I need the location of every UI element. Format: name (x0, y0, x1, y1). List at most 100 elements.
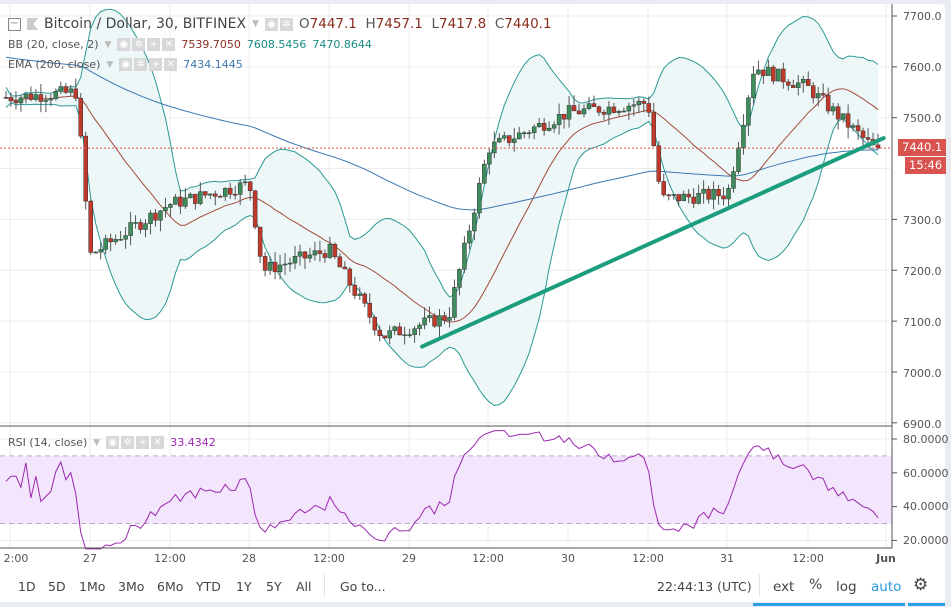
gear-icon[interactable]: ✲ (132, 38, 146, 51)
candle-body (437, 315, 442, 327)
eye-icon[interactable]: ◉ (117, 38, 131, 51)
candle-body (766, 66, 771, 76)
candle-body (372, 316, 377, 331)
candle-body (860, 130, 866, 138)
candle-body (98, 249, 103, 253)
bb-legend: BB (20, close, 2) ▼ ◉ ✲ + ✕ 7539.7050 76… (8, 38, 372, 51)
candle-body (103, 238, 108, 250)
time-tick: 12:00 (472, 552, 504, 565)
candle-body (541, 123, 547, 131)
candle-body (43, 99, 49, 102)
ema-label[interactable]: EMA (200, close) (8, 58, 101, 71)
auto-toggle[interactable]: auto (871, 579, 902, 595)
range-1mo[interactable]: 1Mo (79, 579, 106, 594)
candle-body (497, 137, 502, 143)
plus-icon[interactable]: + (147, 38, 161, 51)
candle-body (362, 293, 368, 304)
candle-body (183, 197, 188, 207)
symbol-title[interactable]: Bitcoin / Dollar, 30, BITFINEX (44, 16, 247, 32)
ext-toggle[interactable]: ext (773, 579, 795, 595)
gear-icon[interactable]: ✲ (280, 17, 293, 31)
candle-body (442, 315, 447, 321)
candle-body (432, 315, 437, 327)
ohlc-values: O7447.1 H7457.1 L7417.8 C7440.1 (299, 16, 552, 32)
range-all[interactable]: All (296, 579, 312, 594)
clock-utc[interactable]: 22:44:13 (UTC) (657, 579, 752, 594)
dropdown-arrow-icon[interactable]: ▼ (106, 59, 114, 70)
rsi-label[interactable]: RSI (14, close) (8, 436, 88, 449)
time-tick: 12:00 (792, 552, 824, 565)
eye-icon[interactable]: ◉ (119, 58, 133, 71)
candle-body (357, 293, 363, 296)
percent-toggle[interactable]: % (809, 577, 823, 593)
dropdown-arrow-icon[interactable]: ▼ (252, 19, 259, 29)
candle-body (761, 69, 766, 76)
candle-body (845, 113, 851, 128)
bb-label[interactable]: BB (20, close, 2) (8, 38, 99, 51)
candle-body (237, 182, 243, 195)
candle-body (208, 193, 213, 196)
goto-button[interactable]: Go to... (340, 579, 386, 594)
range-ytd[interactable]: YTD (196, 579, 221, 594)
active-indicator (753, 603, 905, 606)
candle-body (377, 329, 382, 337)
candle-body (277, 264, 283, 273)
candle-body (427, 315, 432, 319)
range-3mo[interactable]: 3Mo (118, 579, 145, 594)
plus-icon[interactable]: + (149, 58, 163, 71)
candle-body (646, 103, 652, 113)
candle-body (706, 188, 711, 200)
candle-body (835, 106, 841, 120)
dropdown-arrow-icon[interactable]: ▼ (104, 39, 112, 50)
candle-body (756, 69, 761, 75)
candle-body (222, 187, 228, 197)
candle-body (741, 124, 746, 148)
range-5d[interactable]: 5D (48, 579, 66, 594)
time-tick: 31 (720, 552, 734, 565)
candle-body (556, 114, 562, 126)
flag-icon[interactable] (27, 18, 38, 30)
candle-body (850, 125, 856, 128)
range-6mo[interactable]: 6Mo (157, 579, 184, 594)
time-tick: 2:00 (3, 552, 29, 565)
log-toggle[interactable]: log (836, 579, 857, 595)
rsi-tick: 20.0000 (903, 534, 949, 547)
candle-body (28, 93, 34, 100)
trendline (420, 136, 886, 349)
candle-body (805, 78, 811, 86)
range-5y[interactable]: 5Y (266, 579, 282, 594)
candle-body (367, 302, 372, 318)
bollinger-fill (6, 9, 878, 406)
close-icon[interactable]: ✕ (151, 436, 165, 449)
collapse-icon[interactable]: − (8, 17, 21, 31)
candle-body (546, 127, 552, 131)
range-1d[interactable]: 1D (18, 579, 36, 594)
candle-body (786, 81, 791, 86)
close-icon[interactable]: ✕ (164, 58, 178, 71)
dropdown-arrow-icon[interactable]: ▼ (93, 437, 101, 448)
candle-body (143, 223, 148, 230)
candle-body (123, 235, 128, 240)
range-1y[interactable]: 1Y (236, 579, 252, 594)
gear-icon[interactable]: ✲ (121, 436, 135, 449)
candle-body (472, 212, 477, 232)
eye-icon[interactable]: ◉ (106, 436, 120, 449)
candle-body (512, 138, 517, 143)
time-tick: 30 (561, 552, 575, 565)
candle-body (516, 132, 522, 140)
eye-icon[interactable]: ◉ (265, 17, 278, 31)
plus-icon[interactable]: + (136, 436, 150, 449)
settings-gear-icon[interactable]: ⚙ (913, 575, 929, 595)
candle-body (781, 68, 786, 83)
candle-body (297, 251, 303, 257)
candle-body (337, 256, 343, 268)
candle-body (352, 284, 358, 296)
close-icon[interactable]: ✕ (162, 38, 176, 51)
candle-body (666, 194, 671, 197)
candle-body (641, 100, 647, 104)
candle-body (78, 98, 83, 137)
candle-body (292, 256, 298, 264)
gear-icon[interactable]: ✲ (134, 58, 148, 71)
candle-body (23, 93, 29, 99)
